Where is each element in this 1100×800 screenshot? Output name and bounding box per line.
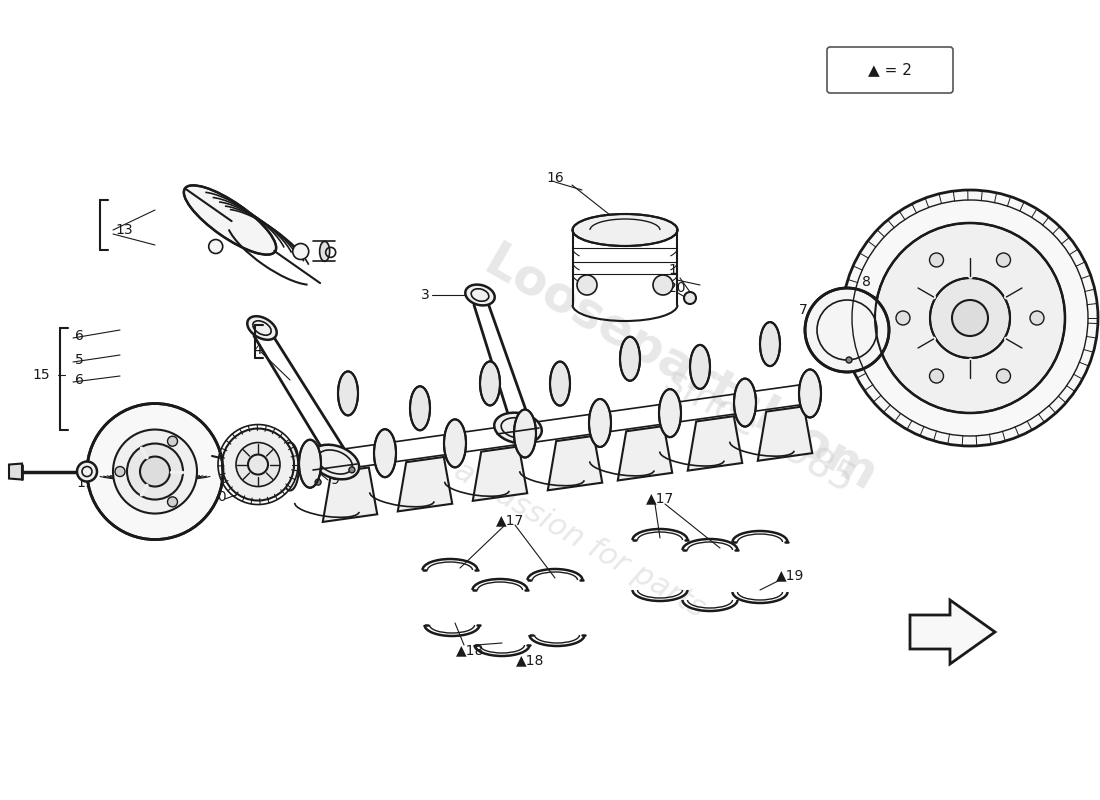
Circle shape xyxy=(209,239,222,254)
Circle shape xyxy=(930,278,1010,358)
Text: 6: 6 xyxy=(75,329,84,343)
Ellipse shape xyxy=(299,440,321,488)
Ellipse shape xyxy=(572,214,678,246)
Circle shape xyxy=(87,403,223,539)
Circle shape xyxy=(77,462,97,482)
Ellipse shape xyxy=(184,186,276,254)
Text: 5: 5 xyxy=(75,353,84,367)
Text: 3: 3 xyxy=(253,318,262,332)
Polygon shape xyxy=(9,463,22,479)
Ellipse shape xyxy=(494,413,542,443)
Polygon shape xyxy=(473,446,527,501)
Ellipse shape xyxy=(374,429,396,477)
Text: 13: 13 xyxy=(116,223,133,237)
Circle shape xyxy=(930,253,944,267)
Polygon shape xyxy=(548,436,602,490)
Ellipse shape xyxy=(799,370,821,418)
Ellipse shape xyxy=(410,386,430,430)
Polygon shape xyxy=(322,467,377,522)
Ellipse shape xyxy=(465,285,495,306)
Text: 15: 15 xyxy=(32,368,50,382)
Text: ▲18: ▲18 xyxy=(455,643,484,657)
Circle shape xyxy=(113,430,197,514)
Circle shape xyxy=(842,190,1098,446)
Circle shape xyxy=(236,442,280,486)
Circle shape xyxy=(874,223,1065,413)
Polygon shape xyxy=(688,416,742,470)
Text: ▲ = 2: ▲ = 2 xyxy=(868,62,912,78)
Ellipse shape xyxy=(480,362,501,406)
Text: 12: 12 xyxy=(129,476,146,490)
Polygon shape xyxy=(618,426,672,481)
Text: 11: 11 xyxy=(76,476,94,490)
Circle shape xyxy=(997,253,1011,267)
Text: since 1985: since 1985 xyxy=(659,361,861,499)
Circle shape xyxy=(578,275,597,295)
Ellipse shape xyxy=(588,399,610,447)
Text: 7: 7 xyxy=(800,303,808,317)
Circle shape xyxy=(349,467,355,473)
Text: ▲18: ▲18 xyxy=(516,653,544,667)
Circle shape xyxy=(167,497,177,507)
Ellipse shape xyxy=(514,410,536,458)
Ellipse shape xyxy=(659,389,681,437)
Circle shape xyxy=(126,443,183,499)
FancyBboxPatch shape xyxy=(827,47,953,93)
Circle shape xyxy=(653,275,673,295)
Ellipse shape xyxy=(550,362,570,406)
Ellipse shape xyxy=(248,316,277,340)
Text: 3: 3 xyxy=(421,288,430,302)
Text: Loosepartslcom: Loosepartslcom xyxy=(475,238,886,502)
Ellipse shape xyxy=(338,371,358,415)
Circle shape xyxy=(116,466,125,477)
Ellipse shape xyxy=(760,322,780,366)
Circle shape xyxy=(846,357,852,363)
Text: ▲17: ▲17 xyxy=(646,491,674,505)
Circle shape xyxy=(315,479,321,485)
Ellipse shape xyxy=(444,419,466,467)
Circle shape xyxy=(684,292,696,304)
Polygon shape xyxy=(758,406,812,461)
Circle shape xyxy=(997,369,1011,383)
Ellipse shape xyxy=(620,337,640,381)
Text: 16: 16 xyxy=(546,171,564,185)
Text: 4: 4 xyxy=(253,343,262,357)
Circle shape xyxy=(222,429,294,501)
Circle shape xyxy=(293,243,309,259)
Text: 10: 10 xyxy=(209,490,227,504)
Text: 8: 8 xyxy=(862,275,871,289)
Ellipse shape xyxy=(280,442,299,490)
Circle shape xyxy=(930,369,944,383)
Text: a passion for parts: a passion for parts xyxy=(450,456,711,624)
Text: ▲19: ▲19 xyxy=(776,568,804,582)
Ellipse shape xyxy=(734,378,756,426)
Circle shape xyxy=(140,457,170,486)
Text: 1: 1 xyxy=(669,263,678,277)
Ellipse shape xyxy=(311,445,359,479)
Ellipse shape xyxy=(690,345,710,389)
Text: 6: 6 xyxy=(75,373,84,387)
Circle shape xyxy=(805,288,889,372)
Polygon shape xyxy=(398,457,452,511)
Text: 20: 20 xyxy=(668,281,685,295)
Circle shape xyxy=(952,300,988,336)
Polygon shape xyxy=(910,600,996,664)
Circle shape xyxy=(167,436,177,446)
Circle shape xyxy=(1030,311,1044,325)
Text: 14: 14 xyxy=(177,448,195,462)
Ellipse shape xyxy=(320,242,330,262)
Text: ▲17: ▲17 xyxy=(496,513,524,527)
Circle shape xyxy=(896,311,910,325)
Text: 9: 9 xyxy=(330,473,339,487)
